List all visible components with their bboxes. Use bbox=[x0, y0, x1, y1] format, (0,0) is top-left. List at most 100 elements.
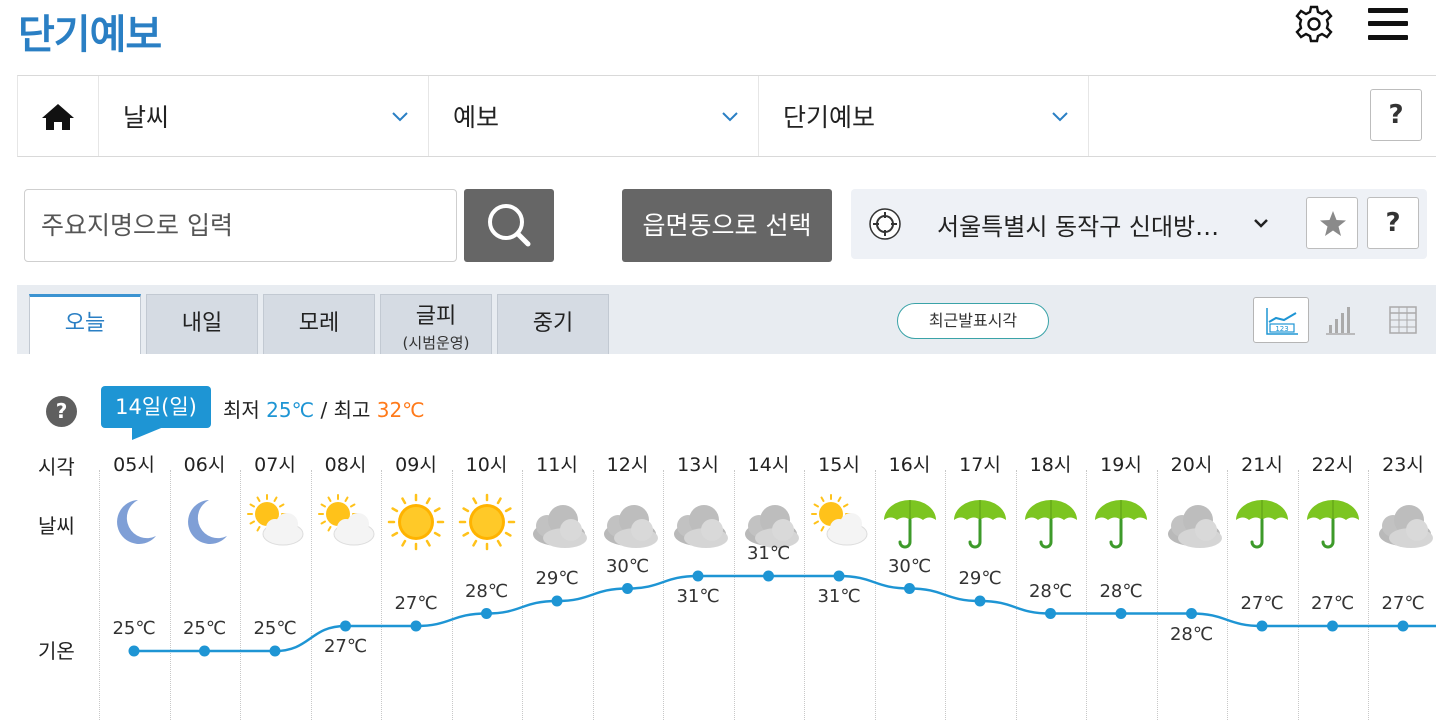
hour-label: 21시 bbox=[1241, 454, 1283, 476]
graph-view-button[interactable]: 123 bbox=[1253, 297, 1309, 343]
tab-today[interactable]: 오늘 bbox=[29, 294, 141, 354]
hour-label: 20시 bbox=[1170, 454, 1213, 476]
sun-icon bbox=[455, 490, 519, 554]
hour-label: 10시 bbox=[465, 454, 508, 476]
cloudy-icon bbox=[1371, 490, 1435, 554]
temp-label: 28℃ bbox=[1169, 623, 1214, 645]
temp-label: 25℃ bbox=[253, 618, 297, 639]
temp-point bbox=[1327, 620, 1338, 632]
region-select-button[interactable]: 읍면동으로 선택 bbox=[622, 189, 832, 262]
umbrella-icon bbox=[1019, 490, 1083, 554]
star-icon bbox=[1320, 211, 1346, 236]
partly-cloudy-icon bbox=[807, 490, 871, 554]
forecast-help-icon[interactable]: ? bbox=[46, 396, 77, 427]
hour-label: 08시 bbox=[324, 454, 367, 476]
hamburger-menu-icon[interactable] bbox=[1366, 6, 1410, 42]
hour-label: 12시 bbox=[606, 454, 649, 476]
home-button[interactable] bbox=[18, 76, 99, 156]
temp-point bbox=[340, 620, 351, 632]
temp-label: 29℃ bbox=[958, 568, 1002, 589]
weather-row-label: 날씨 bbox=[38, 514, 75, 538]
search-button[interactable] bbox=[464, 189, 554, 262]
umbrella-icon bbox=[878, 490, 942, 554]
temp-label: 28℃ bbox=[1099, 580, 1143, 602]
column-divider bbox=[733, 470, 735, 720]
column-divider bbox=[804, 470, 805, 720]
line-graph-icon: 123 bbox=[1266, 308, 1298, 335]
temp-point bbox=[692, 570, 704, 582]
help-button[interactable]: ? bbox=[1370, 89, 1422, 141]
hour-label: 09시 bbox=[395, 454, 437, 476]
hour-label: 07시 bbox=[254, 454, 296, 476]
hour-label: 14시 bbox=[747, 454, 790, 476]
table-icon bbox=[1389, 306, 1417, 334]
umbrella-icon bbox=[1301, 490, 1365, 554]
temp-point bbox=[622, 583, 633, 594]
breadcrumb-item-forecast[interactable]: 예보 bbox=[429, 76, 759, 156]
table-view-button[interactable] bbox=[1375, 297, 1431, 343]
max-label: 최고 bbox=[333, 398, 371, 422]
temp-point bbox=[199, 645, 210, 657]
chevron-down-icon bbox=[392, 112, 408, 122]
recent-release-time-button[interactable]: 최근발표시각 bbox=[897, 303, 1049, 339]
temp-point bbox=[904, 583, 915, 594]
temp-label: 27℃ bbox=[323, 636, 368, 657]
search-input[interactable] bbox=[24, 189, 457, 262]
column-divider bbox=[1156, 470, 1158, 720]
chevron-down-icon[interactable] bbox=[1251, 213, 1271, 233]
hour-label: 17시 bbox=[959, 454, 1001, 476]
temp-label: 28℃ bbox=[464, 580, 509, 602]
bar-view-button[interactable] bbox=[1313, 297, 1369, 343]
hour-label: 22시 bbox=[1311, 454, 1354, 476]
date-badge: 14일(일) bbox=[101, 386, 211, 428]
tab-label: 오늘 bbox=[64, 311, 106, 336]
hour-label: 06시 bbox=[183, 454, 226, 476]
column-divider bbox=[1368, 470, 1369, 720]
temp-point bbox=[1186, 608, 1197, 619]
tab-three-days[interactable]: 글피 (시범운영) bbox=[380, 294, 492, 354]
tab-mid-term[interactable]: 중기 bbox=[497, 294, 609, 354]
current-location-icon[interactable] bbox=[867, 206, 903, 242]
min-label: 최저 bbox=[223, 398, 260, 422]
temp-label: 25℃ bbox=[182, 618, 227, 639]
column-divider bbox=[169, 470, 171, 720]
breadcrumb-label: 날씨 bbox=[123, 103, 170, 132]
hour-label: 05시 bbox=[113, 454, 155, 476]
temp-label: 25℃ bbox=[112, 618, 156, 639]
umbrella-icon bbox=[1089, 490, 1153, 554]
svg-text:123: 123 bbox=[1275, 325, 1288, 333]
temp-label: 31℃ bbox=[746, 543, 791, 564]
column-divider bbox=[381, 470, 382, 720]
gear-icon[interactable] bbox=[1292, 4, 1336, 44]
temp-point bbox=[763, 570, 774, 582]
location-help-button[interactable]: ? bbox=[1367, 197, 1419, 249]
temp-label: 27℃ bbox=[394, 593, 438, 614]
temp-label: 27℃ bbox=[1310, 593, 1355, 614]
tab-day-after-tomorrow[interactable]: 모레 bbox=[263, 294, 375, 354]
page-title: 단기예보 bbox=[18, 12, 162, 58]
moon-icon bbox=[173, 490, 237, 554]
tab-tomorrow[interactable]: 내일 bbox=[146, 294, 258, 354]
search-icon bbox=[488, 204, 531, 247]
breadcrumb: 날씨 예보 단기예보 ? bbox=[17, 75, 1436, 157]
column-divider bbox=[451, 470, 453, 720]
cloudy-icon bbox=[525, 490, 589, 554]
max-temp-value: 32℃ bbox=[376, 398, 425, 422]
hour-label: 15시 bbox=[818, 454, 860, 476]
partly-cloudy-icon bbox=[314, 490, 378, 554]
temp-point bbox=[481, 608, 492, 619]
hour-label: 23시 bbox=[1382, 454, 1424, 476]
breadcrumb-item-weather[interactable]: 날씨 bbox=[99, 76, 429, 156]
time-row-label: 시각 bbox=[38, 455, 75, 479]
breadcrumb-item-short-term[interactable]: 단기예보 bbox=[759, 76, 1089, 156]
temp-label: 31℃ bbox=[676, 586, 720, 607]
temp-point bbox=[1115, 608, 1127, 619]
temp-point bbox=[128, 645, 140, 657]
column-divider bbox=[1227, 470, 1228, 720]
location-text[interactable]: 서울특별시 동작구 신대방… bbox=[937, 213, 1220, 241]
temp-label: 30℃ bbox=[887, 555, 932, 577]
temp-label: 28℃ bbox=[1028, 580, 1073, 602]
breadcrumb-label: 예보 bbox=[453, 103, 500, 132]
favorite-button[interactable] bbox=[1306, 197, 1358, 249]
bar-chart-icon bbox=[1326, 307, 1355, 335]
